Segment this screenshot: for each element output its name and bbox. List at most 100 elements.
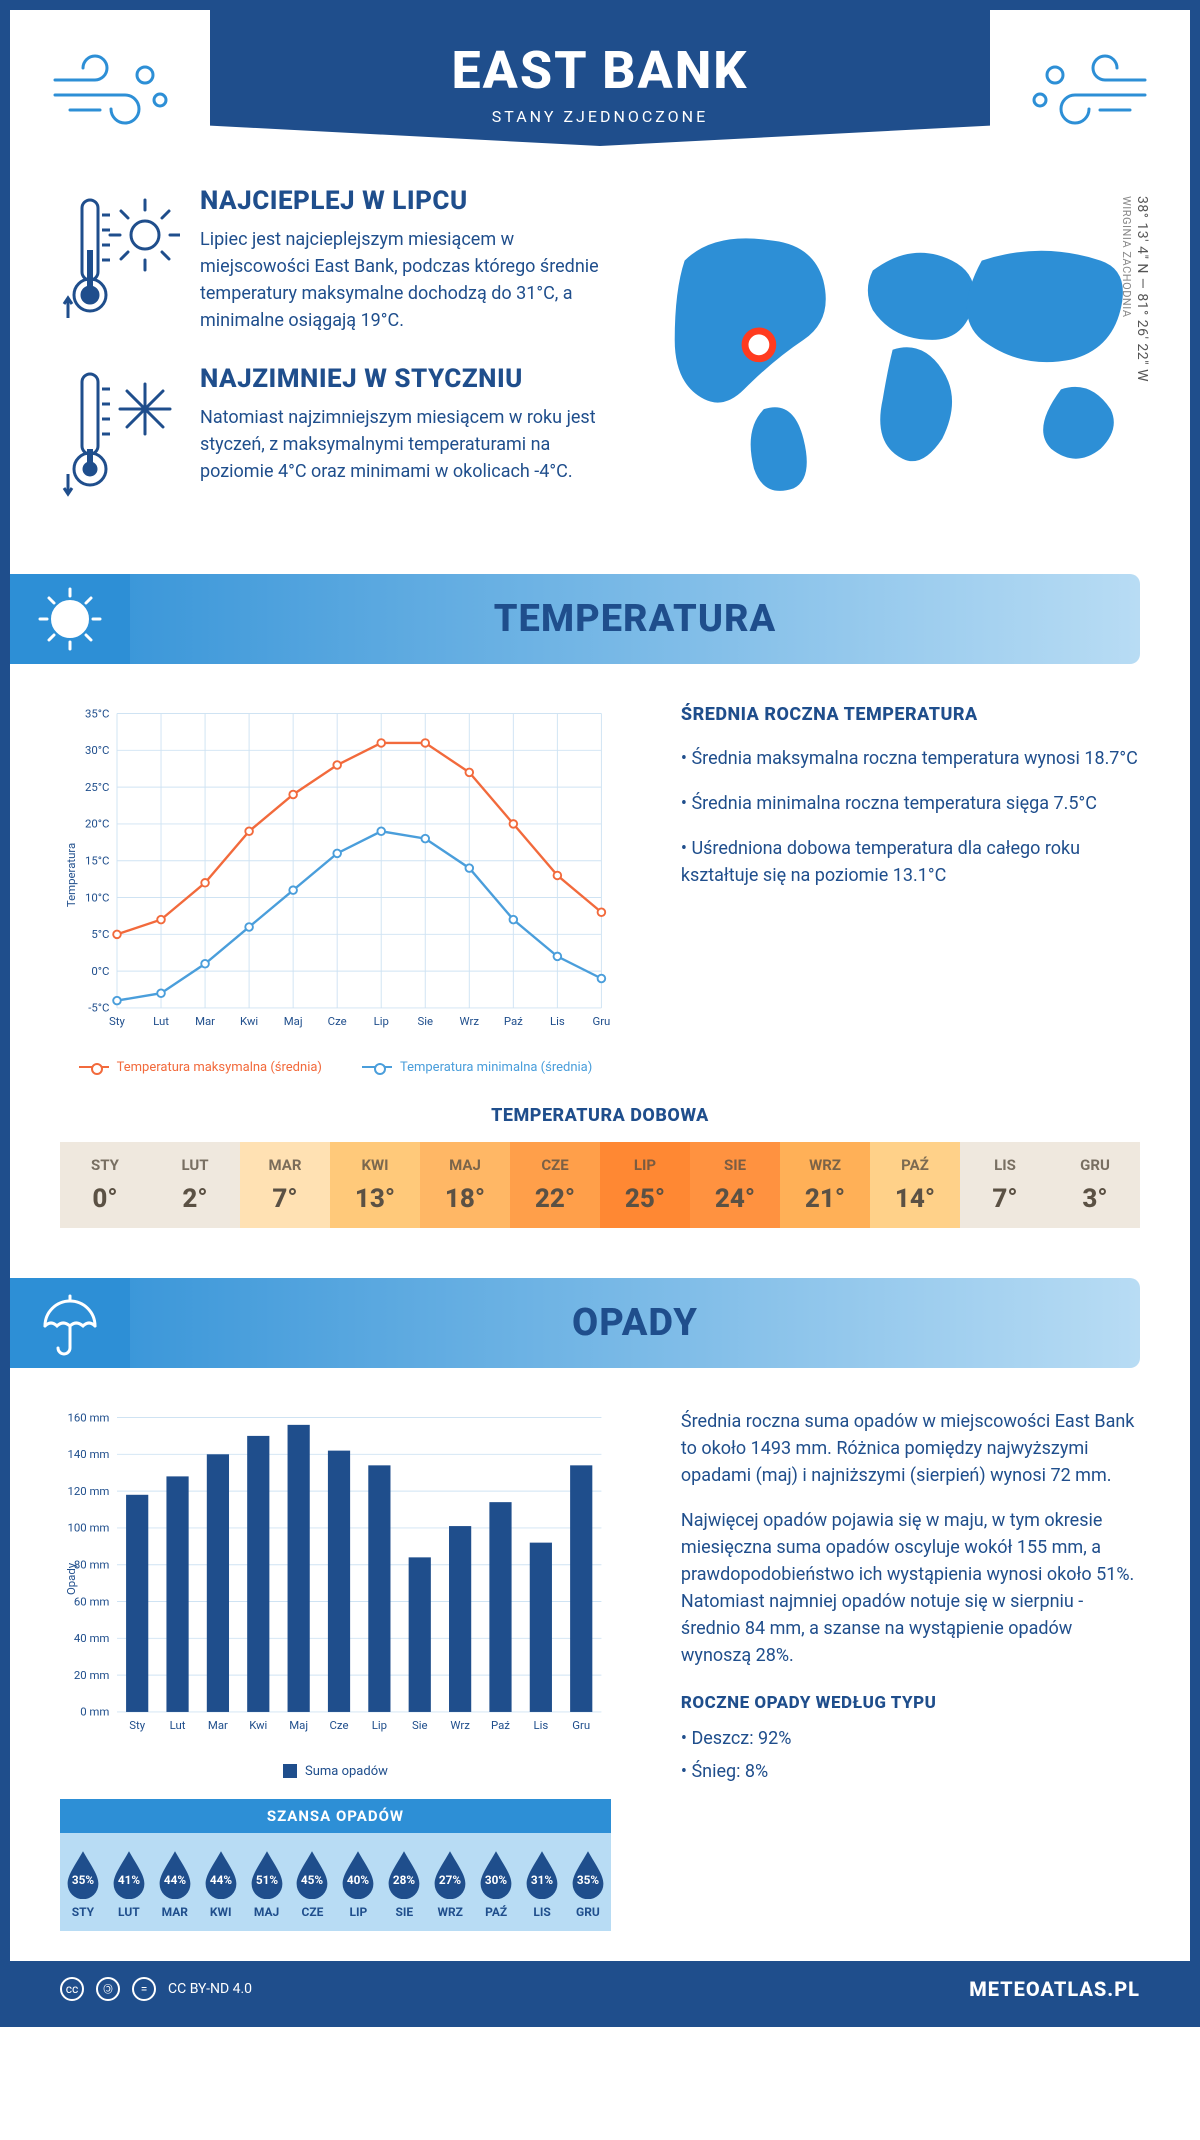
daily-temp-cell: LIS7°: [960, 1142, 1050, 1228]
by-icon: 🄯: [96, 1977, 120, 2001]
chance-cell: 31%LIS: [519, 1849, 565, 1919]
footer: cc 🄯 = CC BY-ND 4.0 METEOATLAS.PL: [10, 1961, 1190, 2017]
svg-text:Sie: Sie: [412, 1718, 428, 1732]
raindrop-icon: 44%: [156, 1849, 194, 1897]
svg-text:Gru: Gru: [592, 1014, 610, 1028]
svg-text:35%: 35%: [577, 1873, 599, 1887]
svg-text:Lut: Lut: [153, 1014, 169, 1028]
world-map-panel: 38° 13' 4" N — 81° 26' 22" W WIRGINIA ZA…: [645, 186, 1140, 534]
precipitation-bar-chart: 0 mm20 mm40 mm60 mm80 mm100 mm120 mm140 …: [60, 1408, 611, 1931]
raindrop-icon: 30%: [477, 1849, 515, 1897]
svg-text:100 mm: 100 mm: [67, 1521, 109, 1535]
svg-text:Wrz: Wrz: [450, 1718, 470, 1732]
chance-cell: 45%CZE: [290, 1849, 336, 1919]
svg-text:25°C: 25°C: [85, 780, 109, 794]
summary-bullet: • Średnia minimalna roczna temperatura s…: [681, 790, 1140, 817]
raindrop-icon: 40%: [339, 1849, 377, 1897]
svg-text:Maj: Maj: [284, 1014, 303, 1028]
raindrop-icon: 31%: [523, 1849, 561, 1897]
section-header-temperature: TEMPERATURA: [10, 574, 1140, 664]
page-title: EAST BANK: [210, 40, 990, 101]
summary-bullet: • Średnia maksymalna roczna temperatura …: [681, 745, 1140, 772]
svg-text:Mar: Mar: [208, 1718, 228, 1732]
temperature-summary: ŚREDNIA ROCZNA TEMPERATURA • Średnia mak…: [681, 704, 1140, 1075]
daily-temp-cell: WRZ21°: [780, 1142, 870, 1228]
wind-deco-icon: [50, 40, 180, 140]
coordinates-label: 38° 13' 4" N — 81° 26' 22" W WIRGINIA ZA…: [1118, 196, 1150, 382]
chance-cell: 35%GRU: [565, 1849, 611, 1919]
raindrop-icon: 28%: [385, 1849, 423, 1897]
wind-deco-icon: [1020, 40, 1150, 140]
section-title-temperature: TEMPERATURA: [130, 597, 1140, 641]
svg-text:Kwi: Kwi: [240, 1014, 258, 1028]
infographic-frame: EAST BANK STANY ZJEDNOCZONE: [0, 0, 1200, 2027]
svg-text:0 mm: 0 mm: [80, 1705, 109, 1719]
chance-cell: 28%SIE: [381, 1849, 427, 1919]
svg-text:41%: 41%: [118, 1873, 140, 1887]
daily-temp-cell: MAJ18°: [420, 1142, 510, 1228]
svg-text:35°C: 35°C: [85, 706, 109, 720]
svg-text:30%: 30%: [485, 1873, 507, 1887]
warmest-block: NAJCIEPLEJ W LIPCU Lipiec jest najcieple…: [60, 186, 605, 334]
chance-cell: 51%MAJ: [244, 1849, 290, 1919]
daily-temp-cell: PAŹ14°: [870, 1142, 960, 1228]
chance-cell: 41%LUT: [106, 1849, 152, 1919]
svg-text:Cze: Cze: [330, 1718, 349, 1732]
svg-text:Gru: Gru: [572, 1718, 590, 1732]
raindrop-icon: 41%: [110, 1849, 148, 1897]
svg-text:-5°C: -5°C: [88, 1001, 109, 1015]
svg-text:Lip: Lip: [374, 1014, 389, 1028]
section-header-precipitation: OPADY: [10, 1278, 1140, 1368]
raindrop-icon: 27%: [431, 1849, 469, 1897]
chance-cell: 30%PAŹ: [473, 1849, 519, 1919]
svg-text:Paź: Paź: [491, 1718, 510, 1732]
chance-cell: 40%LIP: [335, 1849, 381, 1919]
svg-text:Cze: Cze: [328, 1014, 347, 1028]
license-label: CC BY-ND 4.0: [168, 1981, 252, 1997]
intro-row: NAJCIEPLEJ W LIPCU Lipiec jest najcieple…: [10, 186, 1190, 574]
svg-text:Mar: Mar: [195, 1014, 215, 1028]
svg-text:60 mm: 60 mm: [74, 1594, 110, 1608]
svg-text:15°C: 15°C: [85, 854, 109, 868]
chance-cell: 35%STY: [60, 1849, 106, 1919]
svg-text:40%: 40%: [347, 1873, 369, 1887]
chance-cell: 44%MAR: [152, 1849, 198, 1919]
nd-icon: =: [132, 1977, 156, 2001]
svg-text:Sie: Sie: [417, 1014, 433, 1028]
svg-text:45%: 45%: [301, 1873, 323, 1887]
precip-paragraph: Najwięcej opadów pojawia się w maju, w t…: [681, 1507, 1140, 1669]
chance-cell: 44%KWI: [198, 1849, 244, 1919]
daily-temperature-strip: TEMPERATURA DOBOWA STY0°LUT2°MAR7°KWI13°…: [10, 1105, 1190, 1278]
precipitation-chance-strip: SZANSA OPADÓW 35%STY41%LUT44%MAR44%KWI51…: [60, 1799, 611, 1931]
umbrella-icon: [35, 1288, 105, 1358]
page-subtitle: STANY ZJEDNOCZONE: [210, 107, 990, 126]
svg-text:160 mm: 160 mm: [67, 1410, 109, 1424]
svg-text:Lip: Lip: [372, 1718, 387, 1732]
daily-temp-cell: SIE24°: [690, 1142, 780, 1228]
precip-paragraph: Średnia roczna suma opadów w miejscowośc…: [681, 1408, 1140, 1489]
svg-text:10°C: 10°C: [85, 890, 109, 904]
header-banner: EAST BANK STANY ZJEDNOCZONE: [210, 10, 990, 146]
section-title-precipitation: OPADY: [130, 1301, 1140, 1345]
raindrop-icon: 35%: [569, 1849, 607, 1897]
daily-temp-cell: MAR7°: [240, 1142, 330, 1228]
svg-text:Lis: Lis: [550, 1014, 565, 1028]
svg-text:51%: 51%: [255, 1873, 277, 1887]
svg-text:Lut: Lut: [170, 1718, 186, 1732]
precip-type-item: • Śnieg: 8%: [681, 1758, 1140, 1785]
svg-text:20 mm: 20 mm: [74, 1668, 110, 1682]
svg-text:Opady: Opady: [64, 1562, 78, 1595]
svg-text:Sty: Sty: [109, 1014, 125, 1028]
svg-text:Temperatura: Temperatura: [64, 843, 78, 907]
svg-text:20°C: 20°C: [85, 817, 109, 831]
svg-text:28%: 28%: [393, 1873, 415, 1887]
daily-temp-cell: LIP25°: [600, 1142, 690, 1228]
raindrop-icon: 45%: [293, 1849, 331, 1897]
coldest-text: Natomiast najzimniejszym miesiącem w rok…: [200, 404, 605, 485]
warmest-text: Lipiec jest najcieplejszym miesiącem w m…: [200, 226, 605, 334]
svg-text:Lis: Lis: [533, 1718, 548, 1732]
svg-text:80 mm: 80 mm: [74, 1557, 110, 1571]
svg-text:120 mm: 120 mm: [67, 1484, 109, 1498]
svg-text:27%: 27%: [439, 1873, 461, 1887]
svg-text:31%: 31%: [531, 1873, 553, 1887]
